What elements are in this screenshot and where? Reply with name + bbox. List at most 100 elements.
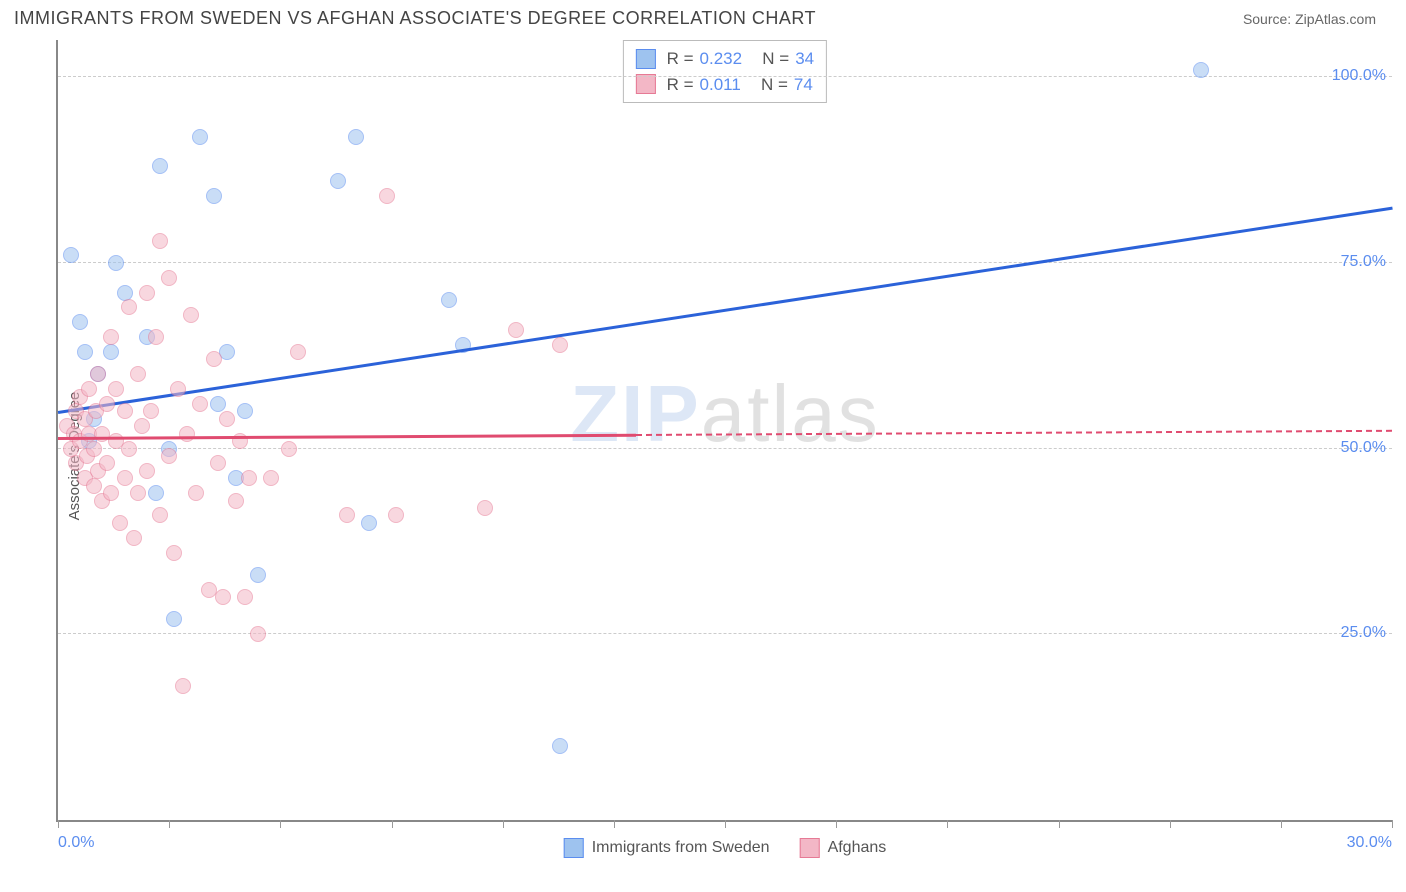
chart-container: Associate's Degree ZIPatlas R = 0.232 N …: [14, 40, 1392, 872]
data-point: [441, 292, 457, 308]
x-tick: [614, 820, 615, 828]
x-tick: [58, 820, 59, 828]
legend-swatch: [800, 838, 820, 858]
data-point: [183, 307, 199, 323]
data-point: [241, 470, 257, 486]
data-point: [179, 426, 195, 442]
source-label: Source: ZipAtlas.com: [1243, 11, 1376, 27]
y-tick-label: 25.0%: [1341, 624, 1386, 642]
data-point: [552, 337, 568, 353]
data-point: [166, 611, 182, 627]
data-point: [508, 322, 524, 338]
chart-title: IMMIGRANTS FROM SWEDEN VS AFGHAN ASSOCIA…: [14, 8, 816, 29]
x-tick: [1392, 820, 1393, 828]
legend-swatch: [636, 74, 656, 94]
x-tick: [503, 820, 504, 828]
data-point: [130, 366, 146, 382]
data-point: [210, 396, 226, 412]
data-point: [103, 344, 119, 360]
data-point: [228, 493, 244, 509]
legend-swatch: [564, 838, 584, 858]
trend-line: [58, 434, 636, 440]
data-point: [175, 678, 191, 694]
data-point: [290, 344, 306, 360]
data-point: [166, 545, 182, 561]
data-point: [188, 485, 204, 501]
data-point: [161, 270, 177, 286]
data-point: [134, 418, 150, 434]
header: IMMIGRANTS FROM SWEDEN VS AFGHAN ASSOCIA…: [0, 0, 1406, 33]
gridline: [58, 262, 1392, 263]
data-point: [263, 470, 279, 486]
data-point: [152, 158, 168, 174]
data-point: [215, 589, 231, 605]
data-point: [130, 485, 146, 501]
data-point: [143, 403, 159, 419]
data-point: [117, 470, 133, 486]
x-tick: [1059, 820, 1060, 828]
data-point: [192, 129, 208, 145]
data-point: [148, 329, 164, 345]
x-tick: [725, 820, 726, 828]
data-point: [361, 515, 377, 531]
data-point: [161, 448, 177, 464]
x-tick-label: 30.0%: [1347, 834, 1392, 852]
data-point: [170, 381, 186, 397]
data-point: [99, 455, 115, 471]
data-point: [148, 485, 164, 501]
data-point: [210, 455, 226, 471]
data-point: [77, 344, 93, 360]
y-tick-label: 50.0%: [1341, 439, 1386, 457]
data-point: [112, 515, 128, 531]
n-value: 34: [795, 46, 814, 72]
data-point: [139, 285, 155, 301]
legend-item: Immigrants from Sweden: [564, 838, 770, 858]
gridline: [58, 448, 1392, 449]
data-point: [63, 247, 79, 263]
data-point: [379, 188, 395, 204]
data-point: [206, 351, 222, 367]
data-point: [552, 738, 568, 754]
x-tick: [836, 820, 837, 828]
x-tick: [1281, 820, 1282, 828]
data-point: [126, 530, 142, 546]
data-point: [99, 396, 115, 412]
legend-swatch: [636, 49, 656, 69]
data-point: [108, 255, 124, 271]
data-point: [108, 381, 124, 397]
data-point: [139, 463, 155, 479]
trend-line: [58, 207, 1392, 414]
stats-legend: R = 0.232 N = 34 R = 0.011 N = 74: [623, 40, 827, 103]
legend-label: Afghans: [828, 839, 887, 857]
x-tick: [1170, 820, 1171, 828]
data-point: [250, 567, 266, 583]
data-point: [72, 314, 88, 330]
data-point: [250, 626, 266, 642]
trend-line: [636, 430, 1392, 436]
data-point: [90, 366, 106, 382]
x-tick-label: 0.0%: [58, 834, 94, 852]
watermark: ZIPatlas: [570, 368, 879, 460]
data-point: [81, 381, 97, 397]
stats-row: R = 0.232 N = 34: [636, 46, 814, 72]
data-point: [86, 441, 102, 457]
data-point: [477, 500, 493, 516]
data-point: [206, 188, 222, 204]
data-point: [339, 507, 355, 523]
x-tick: [392, 820, 393, 828]
x-tick: [947, 820, 948, 828]
data-point: [103, 329, 119, 345]
data-point: [152, 233, 168, 249]
data-point: [103, 485, 119, 501]
data-point: [281, 441, 297, 457]
data-point: [348, 129, 364, 145]
data-point: [117, 403, 133, 419]
data-point: [388, 507, 404, 523]
data-point: [237, 589, 253, 605]
data-point: [121, 299, 137, 315]
r-value: 0.232: [700, 46, 743, 72]
data-point: [152, 507, 168, 523]
data-point: [86, 478, 102, 494]
data-point: [237, 403, 253, 419]
data-point: [117, 285, 133, 301]
